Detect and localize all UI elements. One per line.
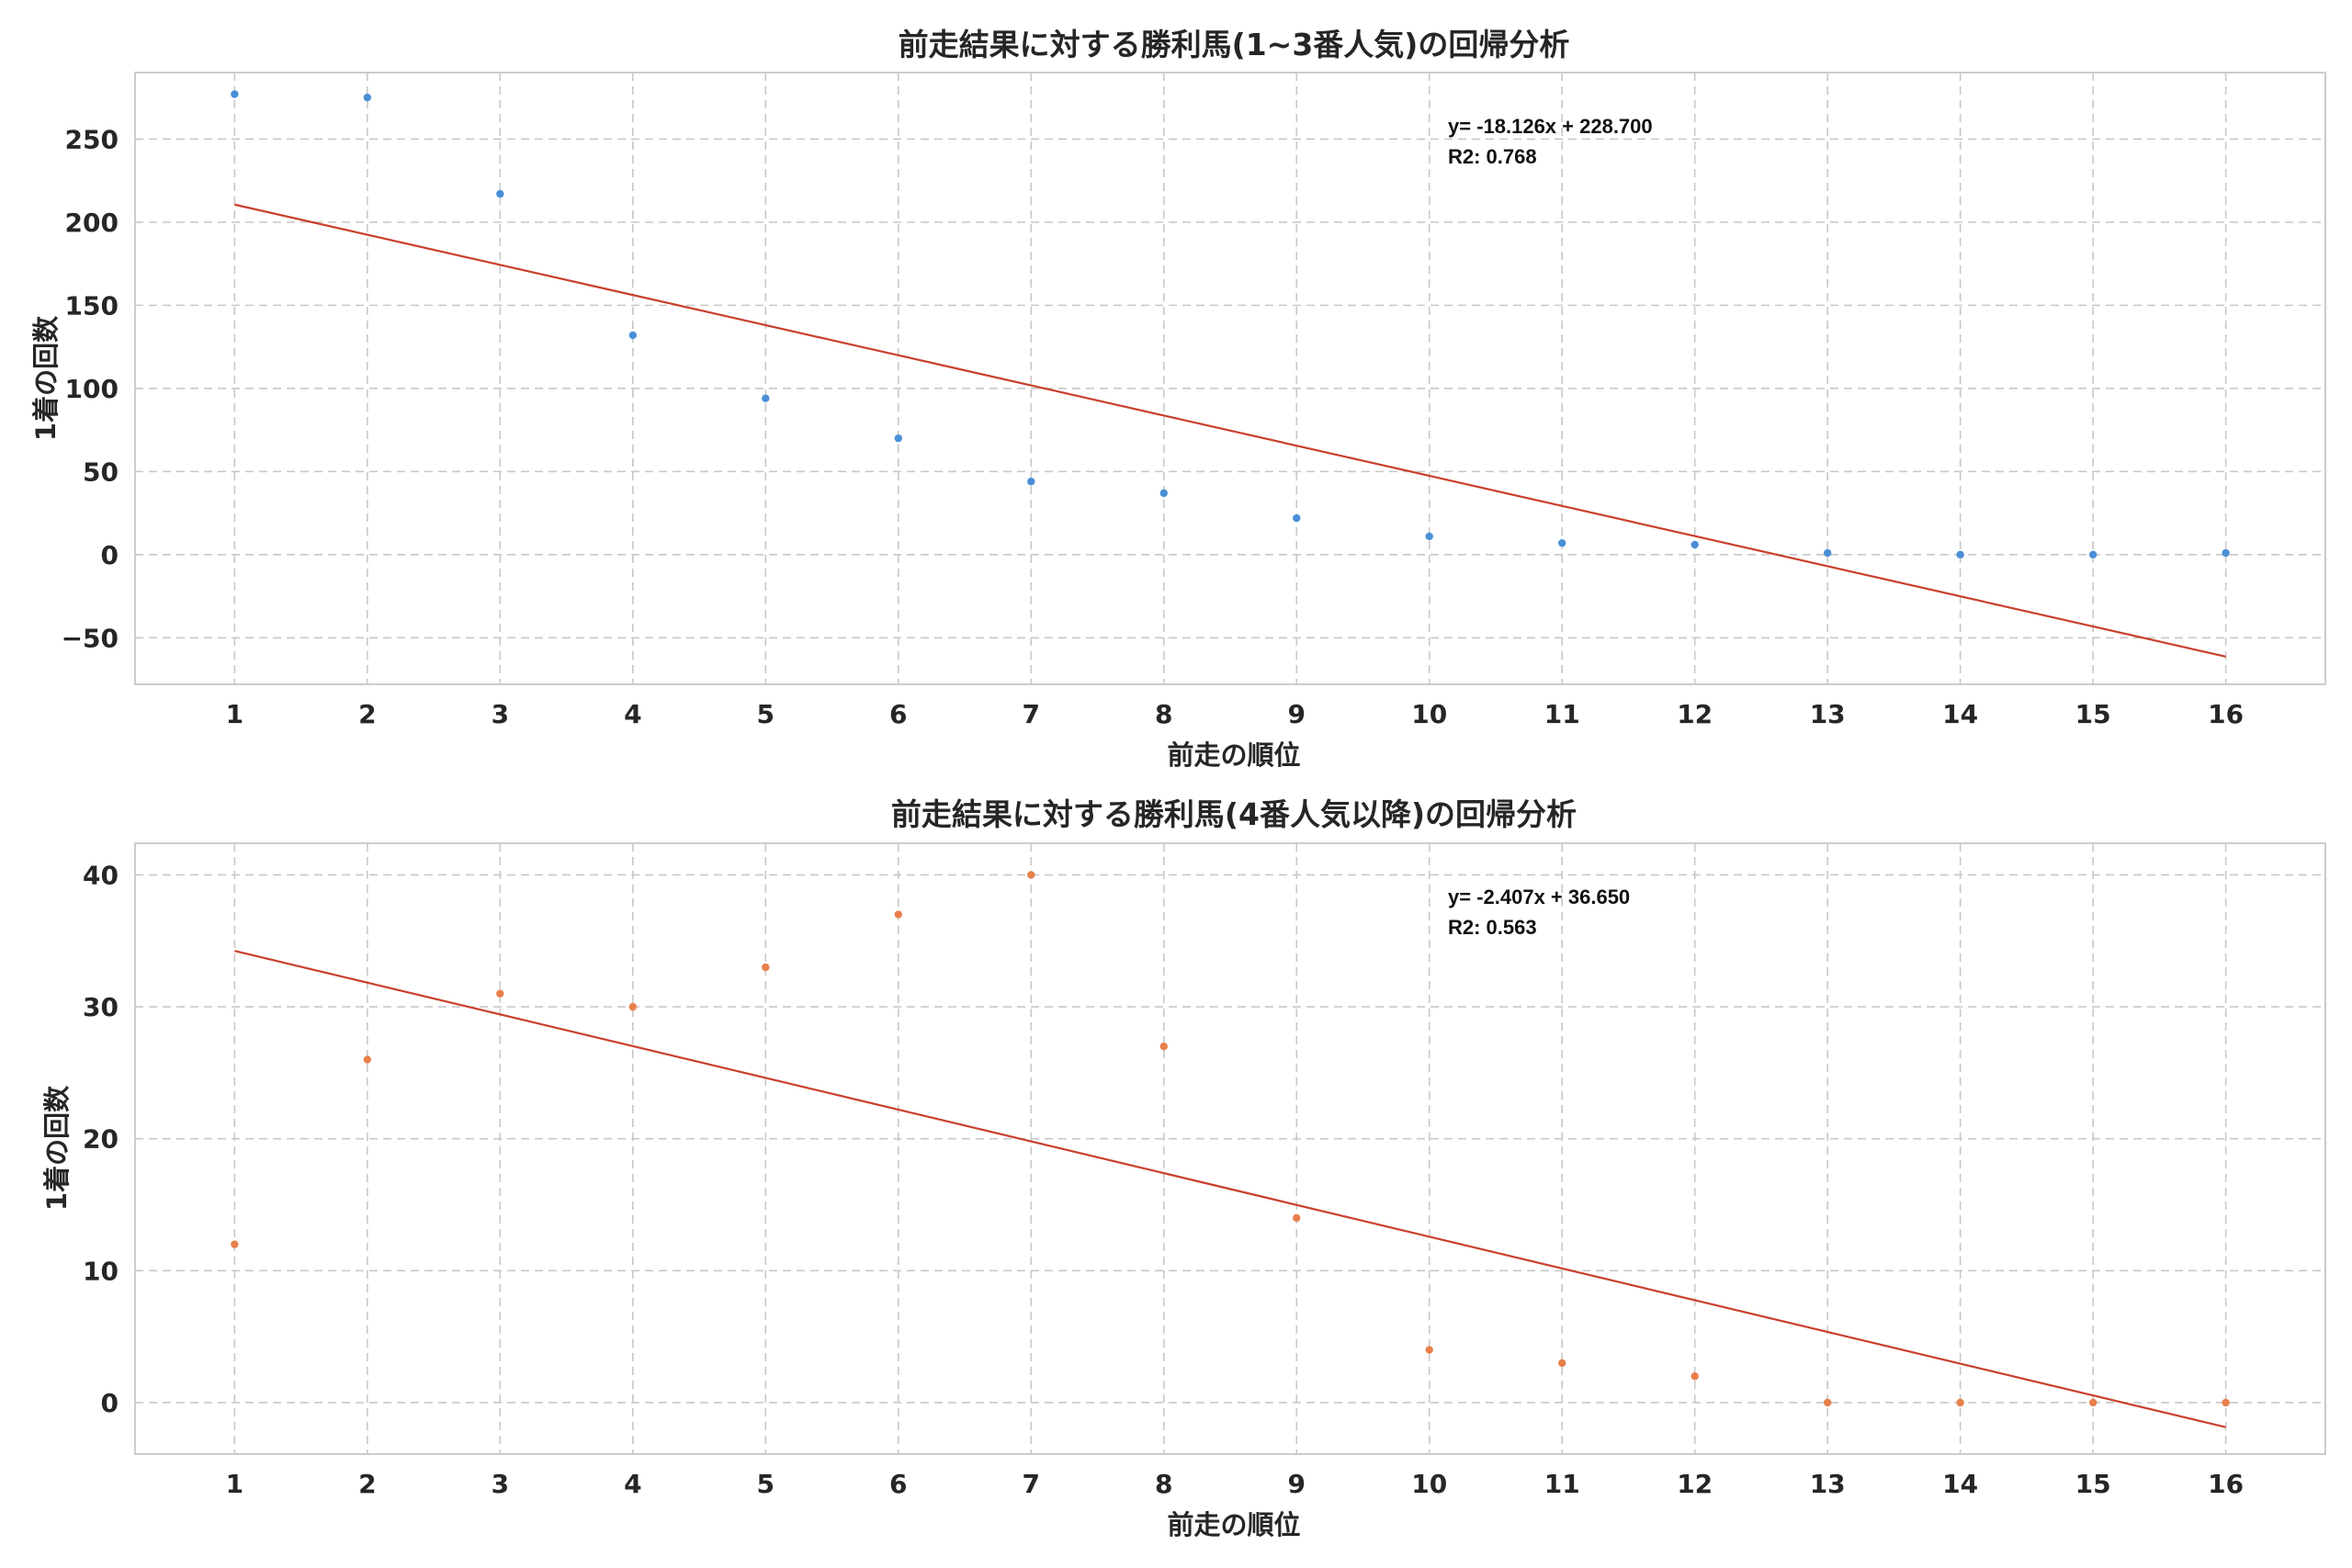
data-point	[628, 331, 638, 340]
data-point	[894, 910, 902, 919]
data-point	[762, 394, 770, 402]
r2-value-bottom: R2: 0.563	[1448, 916, 1537, 939]
x-tick-label: 13	[1810, 1469, 1846, 1499]
data-point	[894, 434, 902, 443]
x-tick-label: 14	[1942, 699, 1978, 729]
data-point	[1159, 1042, 1168, 1051]
x-tick-label: 16	[2208, 699, 2244, 729]
r2-value-top: R2: 0.768	[1448, 145, 1537, 168]
y-tick-label: 100	[65, 374, 119, 404]
y-tick-label: 50	[83, 457, 119, 487]
plot-area-top: 1 2 3 4 5 6 7 8 9 10 11 12 13 14 15 16−5005010015020025…	[62, 72, 2326, 729]
data-point	[1425, 1346, 1433, 1354]
data-point	[1027, 478, 1035, 486]
x-tick-label: 2	[358, 699, 376, 729]
regression-equation-bottom: y= -2.407x + 36.650	[1448, 886, 1630, 908]
x-axis-label-top: 前走の順位	[1167, 739, 1300, 771]
data-point	[231, 90, 239, 98]
data-point	[1690, 540, 1699, 549]
x-tick-label: 13	[1810, 699, 1846, 729]
data-point	[1293, 513, 1301, 523]
data-point	[363, 93, 372, 102]
data-point	[1823, 548, 1832, 558]
data-point	[1558, 538, 1566, 547]
y-tick-label: 150	[65, 290, 119, 321]
x-tick-label: 15	[2075, 699, 2111, 729]
x-tick-label: 10	[1411, 1469, 1447, 1499]
y-tick-label: 40	[83, 860, 119, 890]
regression-equation-top: y= -18.126x + 228.700	[1448, 115, 1653, 138]
data-point	[1690, 1372, 1699, 1381]
data-point	[2222, 548, 2230, 558]
x-tick-label: 11	[1544, 1469, 1580, 1499]
data-point	[1558, 1359, 1566, 1368]
y-tick-label: 10	[83, 1256, 119, 1286]
x-tick-label: 11	[1544, 699, 1580, 729]
x-tick-label: 16	[2208, 1469, 2244, 1499]
data-point	[628, 1002, 638, 1011]
x-tick-label: 14	[1942, 1469, 1978, 1499]
x-tick-label: 5	[757, 699, 775, 729]
x-tick-label: 3	[492, 1469, 509, 1499]
data-point	[762, 963, 770, 972]
plot-frame	[134, 72, 2326, 685]
chart-title-top: 前走結果に対する勝利馬(1~3番人気)の回帰分析	[899, 27, 1570, 62]
x-tick-label: 1	[226, 699, 243, 729]
x-tick-label: 7	[1023, 699, 1040, 729]
y-axis-label-top: 1着の回数	[30, 315, 62, 441]
x-tick-label: 6	[889, 699, 907, 729]
x-tick-label: 9	[1288, 699, 1306, 729]
data-point	[2088, 1398, 2098, 1407]
data-point	[1159, 489, 1168, 498]
x-tick-label: 8	[1155, 699, 1172, 729]
x-tick-label: 10	[1411, 699, 1447, 729]
data-point	[1956, 550, 1964, 559]
x-tick-label: 9	[1288, 1469, 1306, 1499]
x-tick-label: 7	[1023, 1469, 1040, 1499]
data-point	[1293, 1213, 1301, 1223]
x-tick-label: 5	[757, 1469, 775, 1499]
x-tick-label: 3	[492, 699, 509, 729]
y-tick-label: 200	[65, 208, 119, 238]
x-tick-label: 8	[1155, 1469, 1172, 1499]
y-tick-label: 0	[101, 1388, 119, 1418]
x-tick-label: 2	[358, 1469, 376, 1499]
data-point	[496, 189, 504, 198]
x-tick-label: 4	[624, 699, 641, 729]
data-point	[1425, 532, 1433, 541]
chart-title-bottom: 前走結果に対する勝利馬(4番人気以降)の回帰分析	[891, 796, 1577, 832]
y-tick-label: 30	[83, 992, 119, 1022]
x-tick-label: 12	[1677, 699, 1713, 729]
x-tick-label: 6	[889, 1469, 907, 1499]
data-point	[231, 1240, 239, 1248]
data-point	[1823, 1398, 1832, 1407]
x-tick-label: 4	[624, 1469, 641, 1499]
plot-frame	[134, 842, 2326, 1455]
x-axis-label-bottom: 前走の順位	[1167, 1509, 1300, 1540]
y-axis-label-bottom: 1着の回数	[41, 1085, 73, 1211]
y-tick-label: 250	[65, 124, 119, 154]
y-tick-label: −50	[62, 623, 119, 653]
data-point	[2222, 1398, 2230, 1407]
x-tick-label: 12	[1677, 1469, 1713, 1499]
x-tick-label: 15	[2075, 1469, 2111, 1499]
y-tick-label: 20	[83, 1124, 119, 1155]
y-tick-label: 0	[101, 540, 119, 570]
data-point	[496, 989, 504, 998]
data-point	[2088, 550, 2098, 559]
regression-line	[234, 950, 2226, 1428]
data-point	[1027, 871, 1035, 879]
data-point	[1956, 1398, 1964, 1407]
x-tick-label: 1	[226, 1469, 243, 1499]
regression-line	[234, 203, 2226, 658]
data-point	[363, 1055, 372, 1064]
